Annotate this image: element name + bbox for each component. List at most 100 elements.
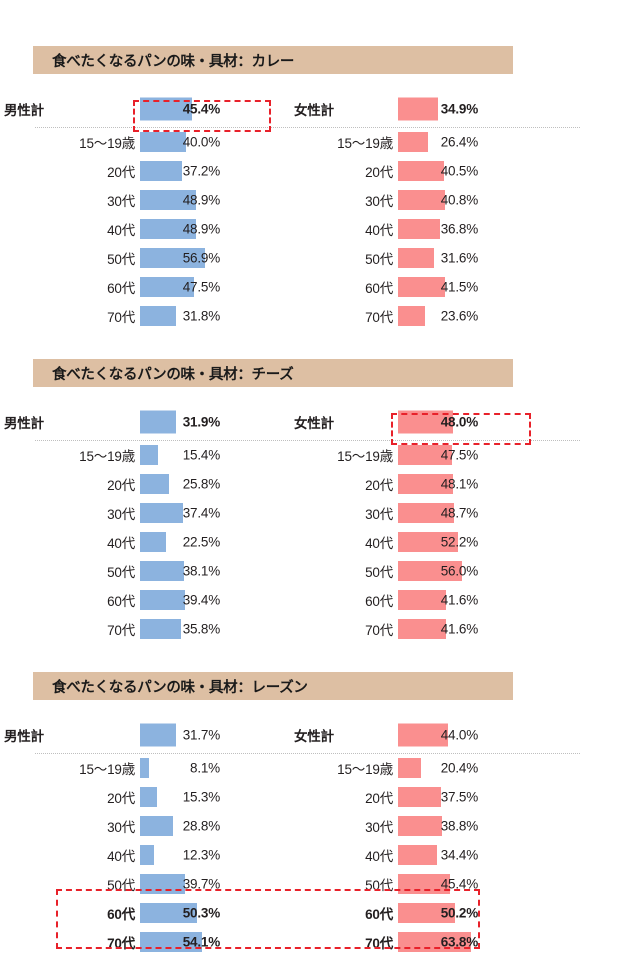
age-label: 40代	[107, 222, 135, 238]
section-title-band: 食べたくなるパンの味・具材：レーズン	[33, 672, 513, 700]
age-bar	[398, 902, 456, 923]
age-bar	[140, 247, 205, 268]
male-column: 30代 28.8%	[0, 811, 290, 840]
female-column: 15～19歳 47.5%	[290, 440, 580, 469]
age-value: 54.1%	[182, 934, 220, 949]
age-bar	[398, 757, 422, 778]
age-bar	[398, 502, 454, 523]
female-column: 70代 63.8%	[290, 927, 580, 956]
age-value: 39.4%	[182, 592, 220, 607]
total-value: 44.0%	[440, 727, 478, 742]
age-row: 40代 48.9% 40代 36.8%	[0, 214, 629, 243]
age-label: 70代	[365, 622, 393, 638]
total-value: 34.9%	[440, 101, 478, 116]
total-row: 男性計 31.9% 女性計 48.0%	[0, 403, 629, 440]
age-label: 60代	[365, 593, 393, 609]
age-label: 20代	[365, 790, 393, 806]
total-value: 31.7%	[182, 727, 220, 742]
age-bar	[398, 531, 458, 552]
female-column: 20代 37.5%	[290, 782, 580, 811]
age-label: 40代	[365, 535, 393, 551]
total-label: 女性計	[294, 102, 334, 118]
age-label: 15～19歳	[337, 761, 393, 777]
age-bar	[140, 531, 166, 552]
male-column: 15～19歳 15.4%	[0, 440, 290, 469]
age-value: 47.5%	[440, 447, 478, 462]
age-bar	[398, 844, 438, 865]
age-bar	[140, 589, 185, 610]
age-value: 23.6%	[440, 308, 478, 323]
age-label: 50代	[107, 564, 135, 580]
total-value: 31.9%	[182, 414, 220, 429]
age-bar	[140, 931, 202, 952]
age-value: 39.7%	[182, 876, 220, 891]
age-bar	[398, 589, 446, 610]
age-value: 48.7%	[440, 505, 478, 520]
age-row: 60代 39.4% 60代 41.6%	[0, 585, 629, 614]
age-bar	[140, 444, 158, 465]
age-row: 50代 38.1% 50代 56.0%	[0, 556, 629, 585]
female-column: 50代 31.6%	[290, 243, 580, 272]
age-label: 15～19歳	[337, 448, 393, 464]
age-label: 70代	[107, 622, 135, 638]
male-column: 40代 12.3%	[0, 840, 290, 869]
section-title-text: 食べたくなるパンの味・具材：チーズ	[52, 366, 294, 383]
age-value: 56.0%	[440, 563, 478, 578]
female-column: 60代 41.6%	[290, 585, 580, 614]
age-label: 30代	[365, 506, 393, 522]
age-label: 15～19歳	[79, 761, 135, 777]
age-label: 50代	[365, 877, 393, 893]
age-value: 41.6%	[440, 592, 478, 607]
age-bar	[398, 931, 471, 952]
age-value: 37.5%	[440, 789, 478, 804]
male-column: 40代 48.9%	[0, 214, 290, 243]
age-bar	[140, 473, 170, 494]
age-row: 20代 37.2% 20代 40.5%	[0, 156, 629, 185]
age-bar	[398, 473, 453, 494]
age-value: 35.8%	[182, 621, 220, 636]
age-label: 50代	[107, 877, 135, 893]
age-label: 70代	[107, 309, 135, 325]
age-bar	[398, 305, 425, 326]
chart-body: 男性計 45.4% 女性計 34.9% 15～19歳 40.0% 15～19歳 26.4% 20…	[0, 90, 629, 330]
age-bar	[398, 247, 435, 268]
age-row: 30代 37.4% 30代 48.7%	[0, 498, 629, 527]
age-label: 50代	[365, 251, 393, 267]
age-row: 15～19歳 15.4% 15～19歳 47.5%	[0, 440, 629, 469]
age-value: 45.4%	[440, 876, 478, 891]
female-column: 20代 40.5%	[290, 156, 580, 185]
total-label: 男性計	[4, 728, 44, 744]
age-row: 40代 22.5% 40代 52.2%	[0, 527, 629, 556]
age-label: 20代	[107, 790, 135, 806]
age-label: 60代	[107, 593, 135, 609]
total-bar	[140, 723, 177, 746]
age-bar	[398, 218, 441, 239]
age-bar	[140, 815, 173, 836]
age-label: 60代	[107, 280, 135, 296]
age-value: 41.5%	[440, 279, 478, 294]
age-label: 70代	[365, 935, 393, 951]
age-row: 30代 28.8% 30代 38.8%	[0, 811, 629, 840]
total-label: 男性計	[4, 102, 44, 118]
male-column: 15～19歳 40.0%	[0, 127, 290, 156]
age-value: 25.8%	[182, 476, 220, 491]
age-label: 15～19歳	[337, 135, 393, 151]
age-value: 40.8%	[440, 192, 478, 207]
male-column: 20代 15.3%	[0, 782, 290, 811]
age-value: 52.2%	[440, 534, 478, 549]
age-value: 56.9%	[182, 250, 220, 265]
age-value: 50.2%	[440, 905, 478, 920]
age-row: 70代 54.1% 70代 63.8%	[0, 927, 629, 956]
age-value: 63.8%	[440, 934, 478, 949]
female-column: 女性計 44.0%	[290, 716, 580, 753]
chart-body: 男性計 31.7% 女性計 44.0% 15～19歳 8.1% 15～19歳 20.4% 20代…	[0, 716, 629, 956]
age-bar	[398, 873, 450, 894]
age-value: 40.5%	[440, 163, 478, 178]
female-column: 女性計 48.0%	[290, 403, 580, 440]
age-bar	[398, 131, 429, 152]
age-label: 60代	[365, 280, 393, 296]
section-title-band: 食べたくなるパンの味・具材：チーズ	[33, 359, 513, 387]
female-column: 20代 48.1%	[290, 469, 580, 498]
age-value: 48.9%	[182, 192, 220, 207]
total-row: 男性計 45.4% 女性計 34.9%	[0, 90, 629, 127]
